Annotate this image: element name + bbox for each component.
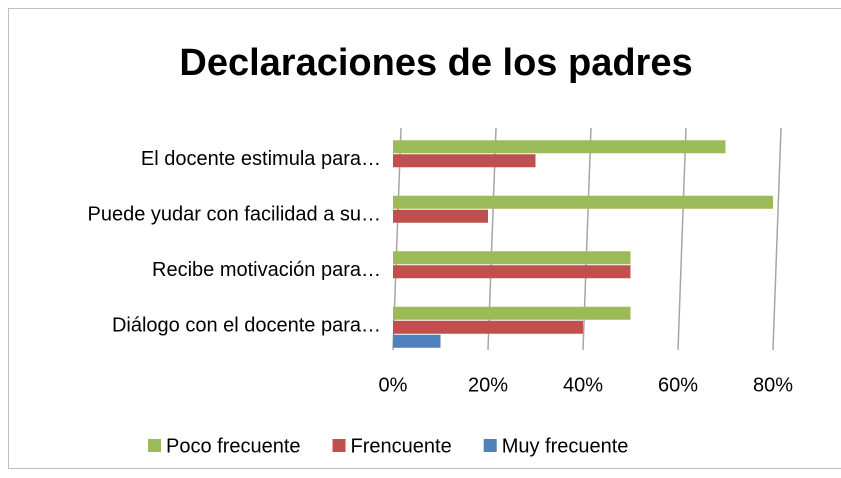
y-tick-label: Puede yudar con facilidad a su… bbox=[87, 204, 381, 226]
legend-label: Poco frecuente bbox=[166, 435, 301, 457]
chart-title: Declaraciones de los padres bbox=[179, 42, 692, 84]
bar bbox=[393, 334, 441, 348]
x-tick-label: 40% bbox=[563, 374, 603, 396]
legend-label: Frencuente bbox=[351, 435, 452, 457]
y-tick-label: El docente estimula para… bbox=[141, 148, 381, 170]
y-tick-label: Diálogo con el docente para… bbox=[112, 315, 381, 337]
x-tick-label: 0% bbox=[379, 374, 408, 396]
grid-line bbox=[772, 127, 782, 351]
grid-line bbox=[677, 127, 687, 351]
legend-swatch bbox=[483, 439, 497, 452]
x-tick-label: 20% bbox=[468, 374, 508, 396]
bar bbox=[393, 320, 583, 334]
x-tick-label: 80% bbox=[753, 374, 793, 396]
bar bbox=[393, 140, 726, 154]
legend-swatch bbox=[332, 439, 346, 452]
bar bbox=[393, 265, 631, 279]
legend-swatch bbox=[148, 439, 161, 452]
bar bbox=[393, 306, 631, 320]
legend-label: Muy frecuente bbox=[502, 435, 629, 457]
y-tick-label: Recibe motivación para… bbox=[152, 259, 381, 281]
bar bbox=[393, 251, 631, 265]
x-tick-label: 60% bbox=[658, 374, 698, 396]
bar bbox=[393, 154, 536, 168]
chart-border bbox=[8, 8, 841, 469]
bar bbox=[393, 209, 488, 223]
bar bbox=[393, 195, 773, 209]
